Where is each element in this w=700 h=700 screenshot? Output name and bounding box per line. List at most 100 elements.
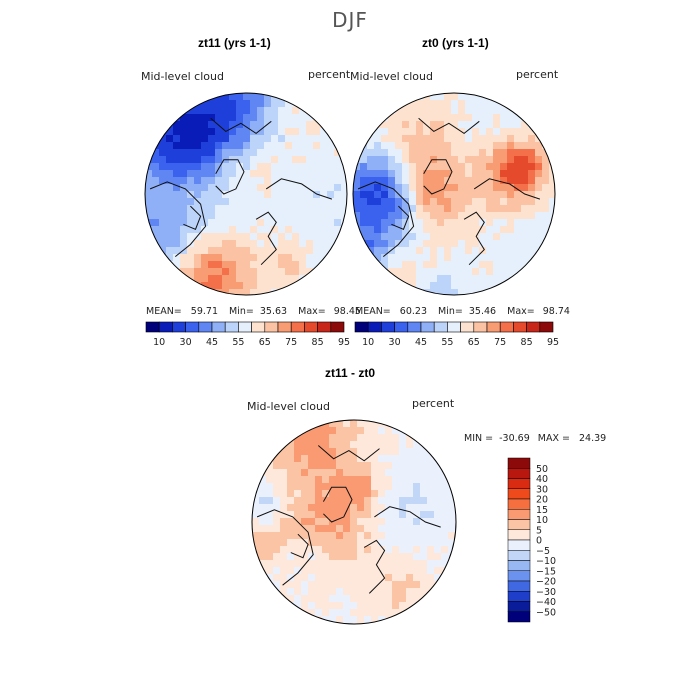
field-cell [493,268,501,276]
field-cell [486,212,494,220]
field-cell [357,616,365,624]
field-cell [320,170,328,178]
field-cell [278,212,286,220]
field-cell [285,107,293,115]
field-cell [360,149,368,157]
field-cell [521,114,529,122]
field-cell [528,212,536,220]
field-cell [341,205,347,213]
field-cell [402,275,410,283]
field-cell [236,121,244,129]
field-cell [465,149,473,157]
colorbar-swatch [211,321,226,333]
field-cell [357,574,365,582]
field-cell [271,149,279,157]
field-cell [250,282,258,290]
field-cell [465,198,473,206]
field-cell [542,226,550,234]
field-cell [187,114,195,122]
field-cell [381,268,389,276]
field-cell [437,135,445,143]
field-cell [243,163,251,171]
field-cell [395,107,403,115]
field-cell [315,469,323,477]
field-cell [273,462,281,470]
field-cell [378,434,386,442]
field-cell [266,574,274,582]
field-cell [374,247,382,255]
field-cell [514,240,522,248]
colorbar-tick-label: 30 [180,337,192,348]
field-cell [535,233,543,241]
field-cell [409,163,417,171]
field-cell [250,142,258,150]
field-cell [514,170,522,178]
field-cell [458,240,466,248]
field-cell [294,525,302,533]
field-cell [287,574,295,582]
field-cell [187,149,195,157]
colorbar-swatch [447,321,461,333]
field-cell [343,476,351,484]
field-cell [236,114,244,122]
field-cell [243,226,251,234]
field-cell [458,107,466,115]
field-cell [201,275,209,283]
field-cell [334,156,342,164]
field-cell [486,289,494,295]
field-cell [444,289,452,295]
field-cell [451,233,459,241]
field-cell [250,184,258,192]
field-cell [458,219,466,227]
field-cell [472,93,480,101]
field-cell [159,226,167,234]
field-cell [208,212,216,220]
field-cell [334,212,342,220]
field-cell [423,219,431,227]
field-cell [343,595,351,603]
field-cell [392,511,400,519]
field-cell [222,226,230,234]
field-cell [250,226,258,234]
field-cell [236,219,244,227]
field-cell [215,240,223,248]
field-cell [381,135,389,143]
field-cell [201,268,209,276]
field-cell [441,553,449,561]
field-cell [215,128,223,136]
field-cell [465,240,473,248]
field-cell [250,107,258,115]
field-cell [294,602,302,610]
field-cell [173,261,181,269]
field-cell [187,156,195,164]
min-value: 35.63 [259,306,288,317]
field-cell [222,198,230,206]
field-cell [493,170,501,178]
field-cell [528,219,536,227]
coastline [363,539,386,594]
field-cell [357,497,365,505]
field-cell [229,170,237,178]
field-cell [350,490,358,498]
field-cell [528,184,536,192]
field-cell [271,275,279,283]
field-cell [385,511,393,519]
field-cell [187,261,195,269]
field-cell [264,128,272,136]
field-cell [327,219,335,227]
colorbar-swatch [507,468,531,479]
field-cell [264,205,272,213]
field-cell [287,490,295,498]
field-cell [402,212,410,220]
field-cell [472,156,480,164]
field-cell [278,100,286,108]
field-cell [458,268,466,276]
field-cell [299,114,307,122]
field-cell [229,191,237,199]
field-cell [395,247,403,255]
field-cell [371,441,379,449]
field-cell [444,254,452,262]
field-cell [437,226,445,234]
field-cell [187,142,195,150]
field-cell [549,226,555,234]
